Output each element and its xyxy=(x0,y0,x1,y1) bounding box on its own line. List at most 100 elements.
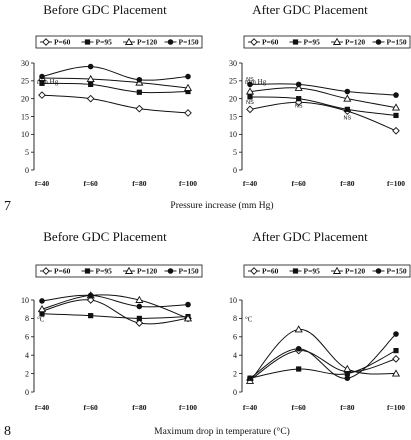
data-point xyxy=(86,74,95,82)
data-point xyxy=(247,375,253,382)
data-point xyxy=(391,103,401,111)
legend-item: P=95 xyxy=(289,38,320,47)
series-line xyxy=(41,294,189,319)
data-point xyxy=(247,81,253,88)
data-point xyxy=(39,80,45,86)
x-tick-label: f=100 xyxy=(387,179,405,188)
legend-box xyxy=(243,35,411,49)
data-point xyxy=(136,303,143,310)
data-point xyxy=(344,371,350,377)
legend-label: P=60 xyxy=(262,38,279,47)
series-line xyxy=(41,77,189,89)
series-p-120 xyxy=(245,83,401,111)
legend-item: P=95 xyxy=(81,267,112,276)
series-line xyxy=(41,294,189,308)
annotation-label: NS xyxy=(246,100,254,106)
legend-marker-icon xyxy=(292,39,299,45)
series-p-95 xyxy=(39,311,191,321)
legend-marker-icon xyxy=(84,39,91,45)
x-tick-label: f=100 xyxy=(179,179,197,188)
y-axis-unit: °C xyxy=(37,315,45,323)
data-point xyxy=(344,106,350,112)
data-point xyxy=(343,94,352,102)
data-point xyxy=(294,83,303,91)
legend-item: P=120 xyxy=(123,38,157,47)
series-p-95 xyxy=(39,80,191,95)
data-point xyxy=(295,81,302,88)
x-axis-label: Maximum drop in temperature (°C) xyxy=(154,426,290,437)
y-axis-unit: mm Hg xyxy=(37,78,59,86)
legend-box xyxy=(35,264,203,278)
series-line xyxy=(249,350,397,381)
data-point xyxy=(185,88,191,95)
y-tick-label: 4 xyxy=(233,351,237,360)
data-point xyxy=(392,355,400,363)
y-tick-label: 10 xyxy=(21,296,29,305)
legend-box xyxy=(35,35,203,49)
y-tick-label: 25 xyxy=(21,77,29,86)
y-tick-label: 8 xyxy=(25,314,29,323)
legend-marker-icon xyxy=(124,37,134,45)
chart-title: Before GDC Placement xyxy=(43,2,167,17)
data-point xyxy=(39,298,45,304)
legend-label: P=150 xyxy=(179,267,199,276)
legend-item: P=95 xyxy=(289,267,320,276)
legend-marker-icon xyxy=(42,38,50,46)
chart-title: Before GDC Placement xyxy=(43,229,167,244)
legend-label: P=150 xyxy=(387,267,407,276)
annotation-label: NS xyxy=(344,115,352,121)
series-p-95 xyxy=(247,94,399,119)
chart-title: After GDC Placement xyxy=(252,2,368,17)
legend-label: P=150 xyxy=(387,38,407,47)
data-point xyxy=(135,319,144,327)
x-tick-label: f=40 xyxy=(243,403,258,412)
data-point xyxy=(294,325,303,333)
legend-item: P=60 xyxy=(248,267,279,276)
annotation-label: NS xyxy=(246,77,254,83)
series-line xyxy=(249,96,397,116)
figure-number: 8 xyxy=(4,424,11,439)
legend: P=60 P=95 P=120 P=150 xyxy=(243,35,411,49)
data-point xyxy=(392,126,400,135)
x-tick-label: f=80 xyxy=(340,179,355,188)
series-p-60 xyxy=(38,296,192,327)
legend-box xyxy=(243,264,411,278)
series-line xyxy=(249,83,397,96)
x-axis-label: Pressure increase (mm Hg) xyxy=(170,200,273,211)
x-tick-label: f=60 xyxy=(84,403,99,412)
data-point xyxy=(391,369,401,377)
data-point xyxy=(393,331,399,337)
y-tick-label: 2 xyxy=(233,369,237,378)
legend-label: P=120 xyxy=(137,267,157,276)
data-point xyxy=(343,364,352,372)
data-point xyxy=(39,311,45,317)
data-point xyxy=(185,73,191,80)
y-tick-label: 5 xyxy=(233,148,237,157)
legend-marker-icon xyxy=(375,268,382,274)
data-point xyxy=(247,94,253,100)
y-tick-label: 20 xyxy=(21,94,29,103)
x-tick-label: f=80 xyxy=(132,179,147,188)
series-line xyxy=(249,328,397,382)
data-point xyxy=(135,104,144,113)
figure-number: 7 xyxy=(4,199,11,214)
series-p-60 xyxy=(246,346,400,384)
y-tick-label: 5 xyxy=(25,148,29,157)
y-tick-label: 2 xyxy=(25,369,29,378)
y-tick-label: 0 xyxy=(233,166,237,175)
legend-item: P=150 xyxy=(164,38,199,47)
series-p-150 xyxy=(39,292,191,310)
series-line xyxy=(41,66,189,81)
data-point xyxy=(344,88,351,95)
series-p-120 xyxy=(245,325,401,384)
x-tick-label: f=40 xyxy=(243,179,258,188)
series-line xyxy=(41,94,189,114)
data-point xyxy=(86,296,95,304)
legend-marker-icon xyxy=(84,268,91,274)
legend-item: P=60 xyxy=(40,38,71,47)
data-point xyxy=(37,304,47,313)
data-point xyxy=(185,301,191,308)
data-point xyxy=(87,63,94,70)
series-p-60 xyxy=(38,91,192,117)
legend-item: P=120 xyxy=(123,267,157,276)
